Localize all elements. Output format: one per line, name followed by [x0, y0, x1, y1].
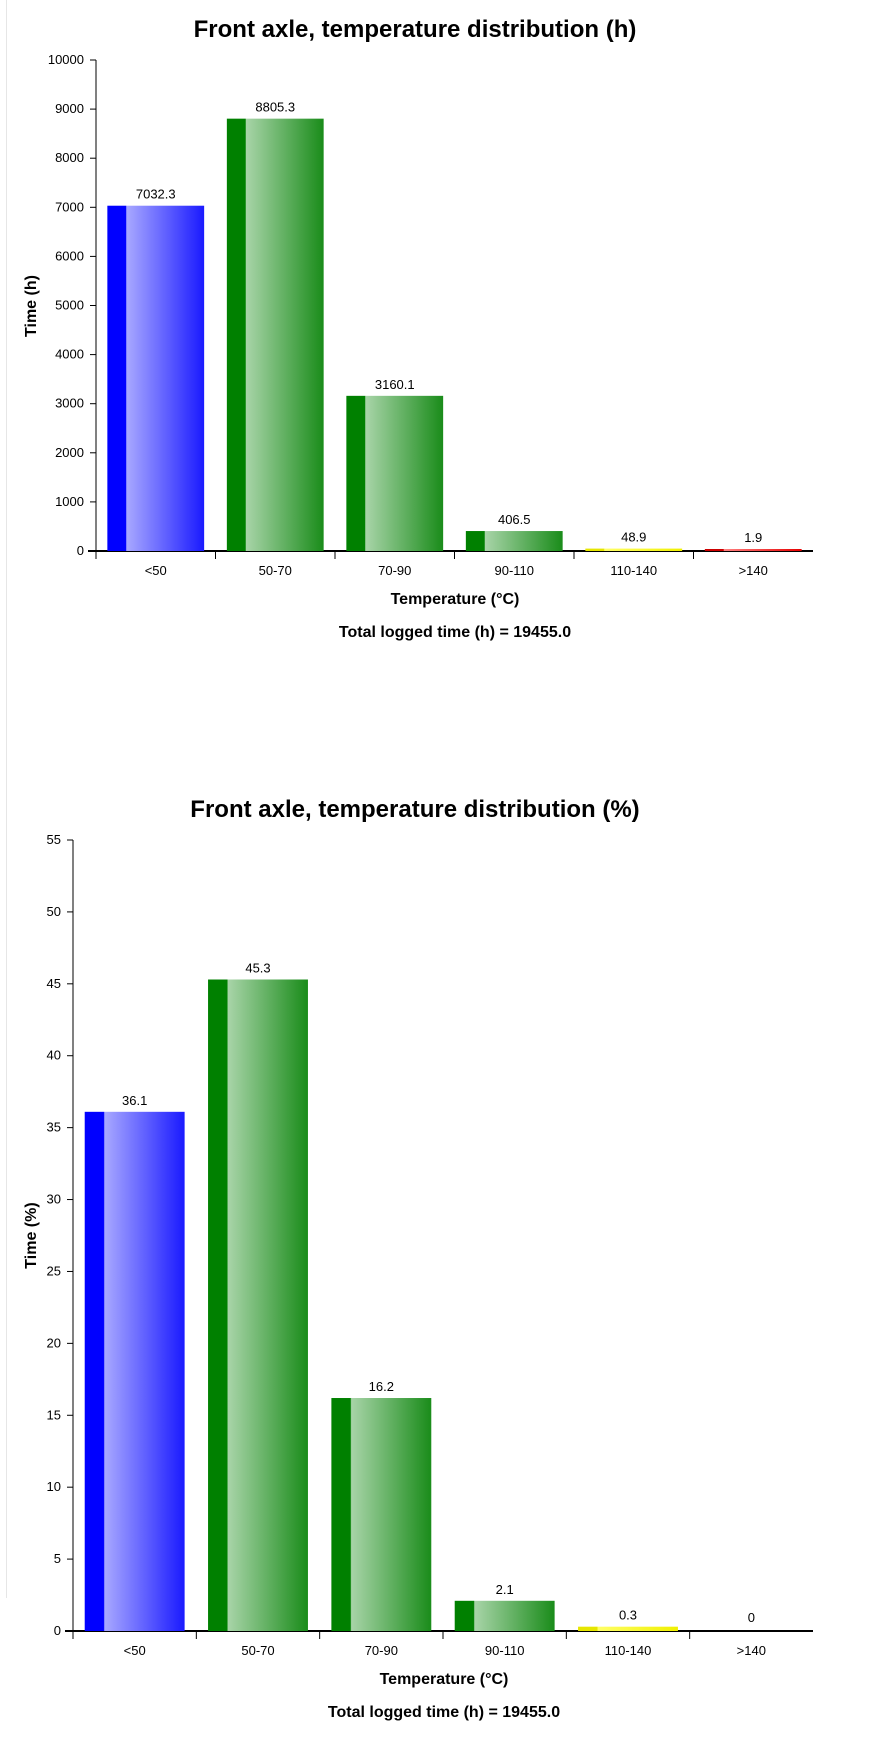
chart-title: Front axle, temperature distribution (h): [194, 16, 637, 43]
chart-percent: Front axle, temperature distribution (%)…: [0, 780, 890, 1741]
plot-area: 0 5 10 15 20 25 30 35 40 45 50 55 36.1 <50 45.3 50-70 16…: [47, 832, 813, 1658]
y-tick-label: 30: [47, 1192, 61, 1207]
bar-3: [346, 395, 444, 551]
x-axis-label: Temperature (°C): [380, 1671, 509, 1688]
bar-2: [226, 118, 324, 552]
plot-area: 0 1000 2000 3000 4000 5000 6000 7000 8000 9000 100…: [48, 52, 813, 578]
y-tick-label: 45: [47, 976, 61, 991]
bar-value-label: 406.5: [498, 512, 531, 527]
bar-value-label: 3160.1: [375, 377, 415, 392]
bar-value-label: 0.3: [619, 1608, 637, 1623]
bar-4: [465, 531, 563, 551]
chart-hours-svg: Front axle, temperature distribution (h)…: [23, 16, 813, 641]
bar-value-label: 7032.3: [136, 187, 176, 202]
bar-value-label: 16.2: [369, 1379, 394, 1394]
total-logged-time: Total logged time (h) = 19455.0: [339, 624, 571, 641]
y-tick-label: 50: [47, 904, 61, 919]
y-tick-label: 4000: [55, 347, 84, 362]
y-tick-label: 5000: [55, 298, 84, 313]
bar-1: [107, 205, 205, 552]
bar-5: [585, 548, 683, 551]
total-logged-time: Total logged time (h) = 19455.0: [328, 1704, 560, 1721]
y-axis-label: Time (%): [23, 1202, 40, 1268]
y-tick-label: 35: [47, 1120, 61, 1135]
x-tick-label: >140: [739, 563, 768, 578]
chart-title: Front axle, temperature distribution (%): [190, 796, 639, 823]
x-tick-label: 90-110: [494, 563, 534, 578]
y-tick-label: 20: [47, 1335, 61, 1350]
bar-1: [84, 1111, 185, 1631]
bar-6: [704, 549, 802, 551]
x-tick-label: 50-70: [259, 563, 292, 578]
bar-value-label: 1.9: [744, 530, 762, 545]
y-tick-label: 9000: [55, 101, 84, 116]
x-tick-label: 50-70: [241, 1643, 274, 1658]
y-tick-label: 5: [54, 1551, 61, 1566]
y-axis-label: Time (h): [23, 275, 40, 337]
y-tick-label: 0: [54, 1623, 61, 1638]
x-axis-label: Temperature (°C): [391, 591, 520, 608]
bar-value-label: 36.1: [122, 1093, 147, 1108]
page-left-border: [6, 0, 7, 1598]
y-tick-label: 55: [47, 832, 61, 847]
y-tick-label: 25: [47, 1263, 61, 1278]
chart-hours: Front axle, temperature distribution (h)…: [0, 0, 890, 700]
x-tick-label: 70-90: [365, 1643, 398, 1658]
y-tick-label: 10: [47, 1479, 61, 1494]
bar-value-label: 45.3: [245, 961, 270, 976]
x-tick-label: >140: [737, 1643, 766, 1658]
x-tick-label: <50: [124, 1643, 146, 1658]
bar-value-label: 8805.3: [255, 100, 295, 115]
y-tick-label: 10000: [48, 52, 84, 67]
x-tick-label: <50: [145, 563, 167, 578]
x-tick-label: 110-140: [610, 563, 657, 578]
y-tick-label: 6000: [55, 248, 84, 263]
bar-2: [208, 979, 308, 1631]
bar-value-label: 0: [748, 1610, 755, 1625]
y-tick-label: 40: [47, 1048, 61, 1063]
y-tick-label: 2000: [55, 445, 84, 460]
y-tick-label: 1000: [55, 494, 84, 509]
x-tick-label: 70-90: [378, 563, 411, 578]
bar-value-label: 2.1: [496, 1582, 514, 1597]
y-tick-label: 3000: [55, 396, 84, 411]
bar-5: [578, 1626, 678, 1631]
y-tick-label: 8000: [55, 150, 84, 165]
y-tick-label: 0: [77, 543, 84, 558]
x-tick-label: 110-140: [605, 1643, 652, 1658]
y-tick-label: 7000: [55, 199, 84, 214]
bar-3: [331, 1398, 432, 1631]
bar-value-label: 48.9: [621, 530, 646, 545]
y-tick-label: 15: [47, 1407, 61, 1422]
chart-percent-svg: Front axle, temperature distribution (%)…: [23, 796, 813, 1721]
x-tick-label: 90-110: [485, 1643, 525, 1658]
bar-4: [454, 1600, 555, 1631]
